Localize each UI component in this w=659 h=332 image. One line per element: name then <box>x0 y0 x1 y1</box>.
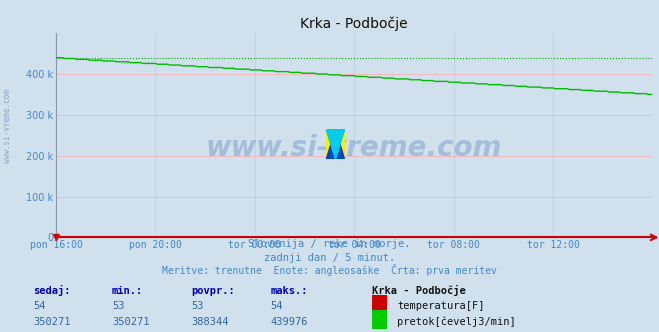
Text: 439976: 439976 <box>270 317 308 327</box>
Title: Krka - Podbočje: Krka - Podbočje <box>301 16 408 31</box>
Text: min.:: min.: <box>112 286 143 296</box>
Text: 53: 53 <box>191 301 204 311</box>
Polygon shape <box>326 129 345 159</box>
Text: Krka - Podbočje: Krka - Podbočje <box>372 285 466 296</box>
Text: povpr.:: povpr.: <box>191 286 235 296</box>
Text: pretok[čevelj3/min]: pretok[čevelj3/min] <box>397 316 516 327</box>
Text: www.si-vreme.com: www.si-vreme.com <box>3 89 13 163</box>
Text: Meritve: trenutne  Enote: angleosaške  Črta: prva meritev: Meritve: trenutne Enote: angleosaške Črt… <box>162 264 497 276</box>
Text: sedaj:: sedaj: <box>33 285 71 296</box>
Text: 54: 54 <box>270 301 283 311</box>
Text: 350271: 350271 <box>33 317 71 327</box>
Text: 350271: 350271 <box>112 317 150 327</box>
Text: www.si-vreme.com: www.si-vreme.com <box>206 133 502 162</box>
Text: 388344: 388344 <box>191 317 229 327</box>
Text: 54: 54 <box>33 301 45 311</box>
Text: zadnji dan / 5 minut.: zadnji dan / 5 minut. <box>264 253 395 263</box>
Polygon shape <box>326 129 345 159</box>
Text: maks.:: maks.: <box>270 286 308 296</box>
Text: temperatura[F]: temperatura[F] <box>397 301 485 311</box>
Text: 53: 53 <box>112 301 125 311</box>
Text: Slovenija / reke in morje.: Slovenija / reke in morje. <box>248 239 411 249</box>
